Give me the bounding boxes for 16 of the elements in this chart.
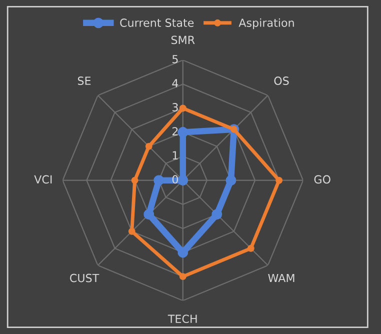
y-tick-label: 4	[172, 79, 178, 88]
spoke-label: TECH	[168, 314, 197, 324]
spoke-label: GO	[314, 175, 330, 184]
spoke-label: VCI	[34, 175, 52, 184]
spoke-label: SE	[78, 76, 91, 85]
spoke-label: OS	[274, 76, 289, 85]
y-tick-label: 3	[172, 103, 178, 112]
y-tick-label: 2	[172, 127, 178, 136]
y-tick-label: 1	[172, 151, 178, 160]
legend-label: Aspiration	[238, 18, 294, 30]
spoke-label: SMR	[171, 36, 195, 44]
legend-label: Current State	[120, 18, 194, 27]
spoke-label: WAM	[268, 274, 294, 282]
y-tick-label: 0	[172, 175, 178, 184]
y-tick-label: 5	[172, 55, 178, 64]
spoke-label: CUST	[70, 274, 100, 282]
